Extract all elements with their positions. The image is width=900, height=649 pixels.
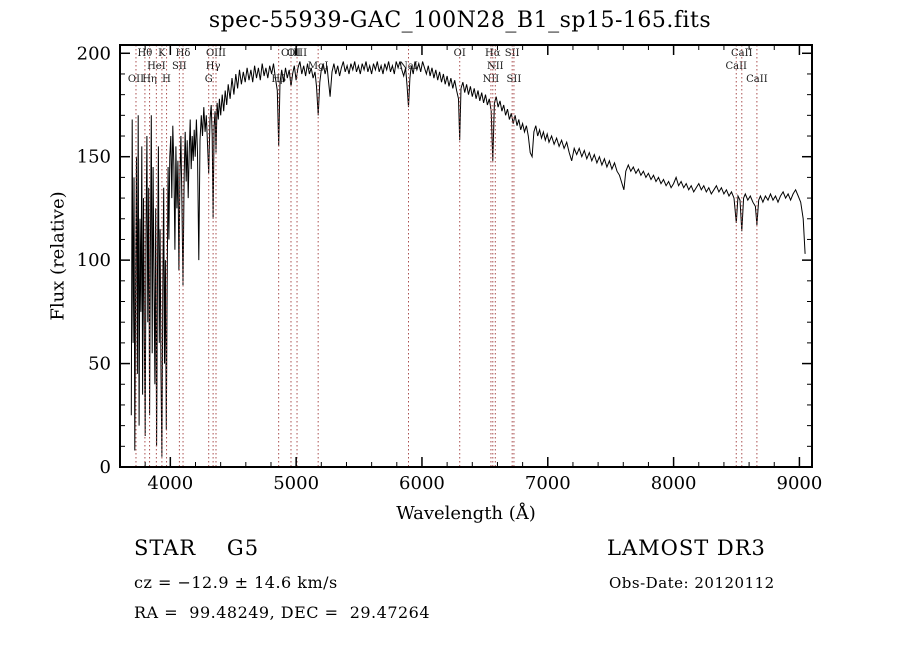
x-tick-label: 9000 [777, 473, 823, 494]
survey-name-text: LAMOST DR3 [607, 536, 766, 560]
spectral-marker-label: NaI [399, 61, 418, 72]
y-tick-label: 200 [77, 43, 111, 64]
x-tick-label: 5000 [273, 473, 319, 494]
spectral-marker-label: NII [487, 61, 504, 72]
spectral-marker-label: K [158, 48, 166, 59]
spectral-marker-label: OIII [287, 48, 307, 59]
y-tick-label: 0 [100, 457, 111, 478]
spectral-marker-label: Hγ [206, 61, 221, 72]
axis-frame [119, 44, 813, 468]
obs-date-text: Obs-Date: 20120112 [609, 574, 775, 592]
x-tick-label: 6000 [399, 473, 445, 494]
coordinates-text: RA = 99.48249, DEC = 29.47264 [134, 603, 431, 622]
x-axis-label: Wavelength (Å) [396, 503, 536, 524]
x-tick-label: 8000 [651, 473, 697, 494]
spectral-marker-label: SII [505, 48, 520, 59]
spectral-marker-label: HeI [147, 61, 166, 72]
spectral-marker-label: Hδ [176, 48, 191, 59]
spectral-marker-label: SII [507, 74, 522, 85]
spectral-marker-label: NII [483, 74, 500, 85]
spectral-marker-label: Hβ [271, 74, 286, 85]
spectral-marker-label: Hη [142, 74, 157, 85]
x-tick-label: 4000 [147, 473, 193, 494]
spectral-marker-label: G [205, 74, 213, 85]
spectral-marker-label: CaII [731, 48, 753, 59]
x-tick-label: 7000 [525, 473, 571, 494]
spectral-marker-label: Hα [485, 48, 501, 59]
spectral-marker-label: OI [454, 48, 466, 59]
spectral-marker-label: OIII [281, 48, 301, 59]
y-tick-label: 150 [77, 147, 111, 168]
spectral-marker-label: OII [128, 74, 144, 85]
y-tick-label: 100 [77, 250, 111, 271]
y-axis-label: Flux (relative) [47, 191, 69, 321]
spectral-marker-label: OIII [206, 48, 226, 59]
spectral-marker-label: CaII [725, 61, 747, 72]
spectral-marker-label: Hθ [138, 48, 153, 59]
object-class-text: STAR G5 [134, 536, 260, 560]
plot-title: spec-55939-GAC_100N28_B1_sp15-165.fits [208, 8, 712, 33]
cz-velocity-text: cz = −12.9 ± 14.6 km/s [134, 573, 338, 592]
spectral-marker-label: MgI [308, 61, 329, 72]
spectral-marker-label: H [162, 74, 171, 85]
spectrum-path [130, 61, 806, 457]
spectral-marker-label: SII [172, 61, 187, 72]
y-tick-label: 50 [88, 354, 111, 375]
spectral-marker-label: CaII [746, 74, 768, 85]
